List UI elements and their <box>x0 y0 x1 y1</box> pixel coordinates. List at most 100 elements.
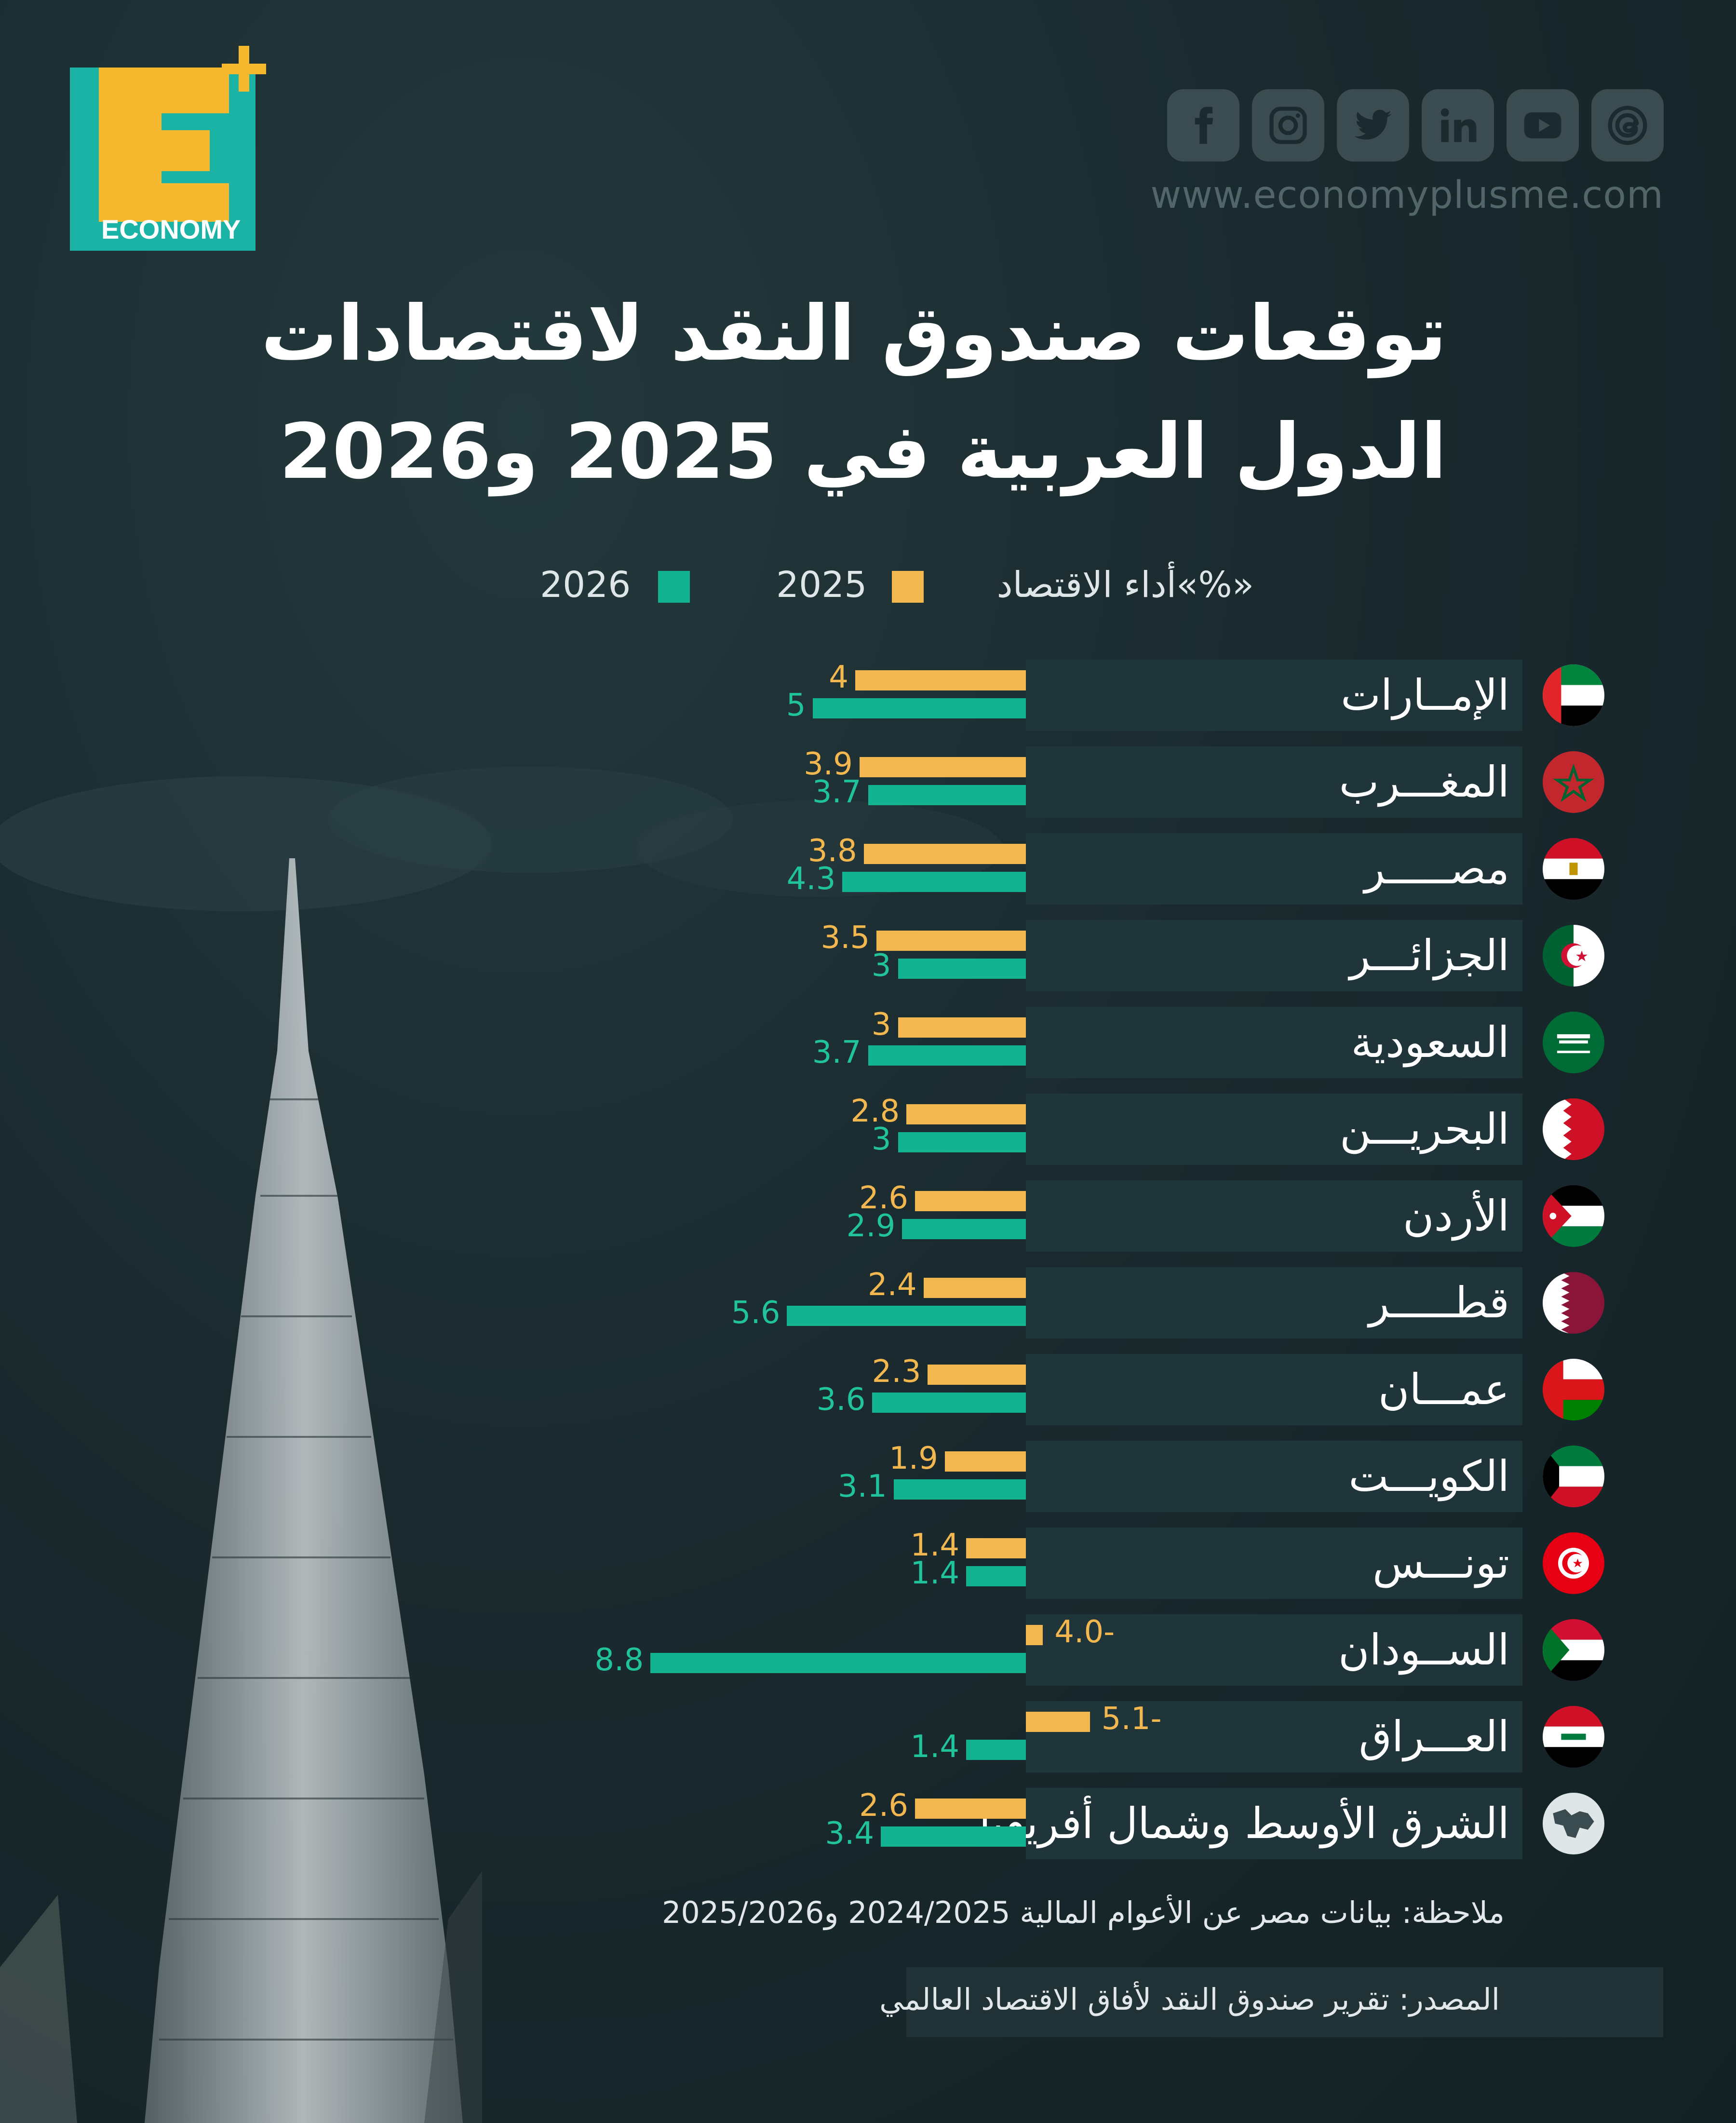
data-label-2025: 3 <box>871 1007 891 1042</box>
country-row-bg <box>1026 1267 1522 1339</box>
bahrain-flag-icon <box>1543 1098 1604 1160</box>
bar-2025 <box>944 1451 1026 1472</box>
chart-legend: أداء الاقتصاد«%» 2025 2026 <box>0 559 1736 617</box>
data-label-2025: 3.5 <box>821 920 870 956</box>
source-text: المصدر: تقرير صندوق النقد لأفاق الاقتصاد… <box>879 1982 1500 2017</box>
data-label-2026: 8.8 <box>594 1642 644 1678</box>
bar-2026 <box>650 1653 1026 1673</box>
country-row-bg <box>1026 1354 1522 1425</box>
country-row-bg <box>1026 1614 1522 1686</box>
country-row-bg <box>1026 746 1522 818</box>
bar-2026 <box>868 785 1026 805</box>
data-label-2026: 1.4 <box>910 1555 960 1591</box>
legend-label-2025: 2025 <box>776 564 867 606</box>
social-links <box>1167 89 1664 162</box>
data-label-2026: 3.7 <box>812 774 861 810</box>
legend-swatch-2025 <box>892 571 924 603</box>
kuwait-flag-icon <box>1543 1446 1604 1507</box>
sudan-flag-icon <box>1543 1619 1604 1681</box>
data-label-2025: 2.6 <box>859 1180 908 1216</box>
twitter-icon[interactable] <box>1337 89 1409 162</box>
bar-2025 <box>915 1191 1026 1211</box>
bar-2026 <box>872 1393 1026 1413</box>
bar-2026 <box>898 959 1026 979</box>
mena-map-icon <box>1543 1793 1604 1854</box>
footnote: ملاحظة: بيانات مصر عن الأعوام المالية 20… <box>661 1895 1505 1930</box>
country-label: الأردن <box>1403 1191 1509 1241</box>
data-label-2025: 1.9 <box>889 1441 938 1476</box>
country-row-bg <box>1026 1528 1522 1599</box>
data-label-2025: 2.4 <box>867 1267 917 1303</box>
bar-2025 <box>855 670 1026 690</box>
bar-2025 <box>906 1104 1026 1124</box>
source-panel <box>906 1967 1663 2037</box>
bar-2026 <box>787 1306 1026 1326</box>
country-label: الجزائـــر <box>1349 931 1509 980</box>
data-label-2026: 3 <box>871 948 891 984</box>
bar-2025 <box>966 1538 1026 1558</box>
data-label-2026: 4.3 <box>786 861 836 897</box>
country-row-bg <box>1026 1094 1522 1165</box>
bar-2025 <box>915 1798 1026 1819</box>
threads-icon[interactable] <box>1591 89 1664 162</box>
country-row-bg <box>1026 1441 1522 1512</box>
bar-2026 <box>893 1479 1026 1500</box>
country-label: الســودان <box>1338 1625 1509 1675</box>
linkedin-icon[interactable] <box>1422 89 1494 162</box>
country-label: البحريـــن <box>1340 1104 1509 1154</box>
bar-2026 <box>902 1219 1026 1239</box>
youtube-icon[interactable] <box>1507 89 1579 162</box>
page-title-line-1: توقعات صندوق النقد لاقتصادات <box>261 289 1447 378</box>
bar-2025 <box>898 1017 1026 1038</box>
cloud-background <box>0 767 1003 911</box>
country-row-bg <box>1026 1701 1522 1772</box>
data-label-2025: 1.4 <box>910 1528 960 1563</box>
economy-plus-logo: ECONOMY <box>70 46 266 251</box>
data-label-2026: 3.1 <box>837 1469 887 1504</box>
data-label-2025: 4 <box>829 660 848 695</box>
egypt-flag-icon <box>1543 838 1604 900</box>
bar-2026 <box>881 1826 1026 1847</box>
country-label: العـــراق <box>1359 1712 1509 1761</box>
bar-2025 <box>1026 1712 1090 1732</box>
country-label: الشرق الأوسط وشمال أفريقيا <box>979 1798 1509 1848</box>
country-row-bg <box>1026 920 1522 991</box>
legend-label-2026: 2026 <box>540 564 631 606</box>
country-row-bg <box>1026 1788 1522 1859</box>
bar-2026 <box>898 1132 1026 1152</box>
data-label-2026: 3.6 <box>816 1382 866 1418</box>
data-label-2026: 3 <box>871 1122 891 1157</box>
website-url[interactable]: www.economyplusme.com <box>1150 174 1664 217</box>
bar-2025 <box>923 1278 1026 1298</box>
bar-2026 <box>966 1740 1026 1760</box>
country-row-bg <box>1026 1180 1522 1252</box>
data-label-2025: 3.8 <box>807 833 857 869</box>
legend-swatch-2026 <box>658 571 690 603</box>
country-label: المغـــرب <box>1339 757 1509 807</box>
country-label: عمـــان <box>1378 1365 1509 1414</box>
logo-word: ECONOMY <box>101 214 241 244</box>
iraq-flag-icon <box>1543 1706 1604 1768</box>
instagram-icon[interactable] <box>1252 89 1324 162</box>
jordan-flag-icon <box>1543 1185 1604 1247</box>
data-label-2026: 3.7 <box>812 1035 861 1070</box>
country-row-bg <box>1026 660 1522 731</box>
data-label-2025: 2.8 <box>850 1094 900 1129</box>
country-row-bg <box>1026 1007 1522 1078</box>
country-label: الإمــارات <box>1341 670 1509 720</box>
country-row-bg <box>1026 833 1522 905</box>
country-label: الكويـــت <box>1348 1451 1509 1501</box>
algeria-flag-icon <box>1543 925 1604 987</box>
saudi-flag-icon <box>1543 1012 1604 1073</box>
bar-2025 <box>928 1365 1026 1385</box>
facebook-icon[interactable] <box>1167 89 1239 162</box>
uae-flag-icon <box>1543 664 1604 726</box>
bar-2026 <box>812 698 1026 718</box>
country-label: مصـــــر <box>1364 844 1509 893</box>
country-label: تونـــس <box>1373 1538 1509 1588</box>
page-title-line-2: الدول العربية في 2025 و2026 <box>279 407 1447 496</box>
data-label-2026: 5 <box>786 688 806 723</box>
qatar-flag-icon <box>1543 1272 1604 1334</box>
data-label-2026: 2.9 <box>846 1208 896 1244</box>
